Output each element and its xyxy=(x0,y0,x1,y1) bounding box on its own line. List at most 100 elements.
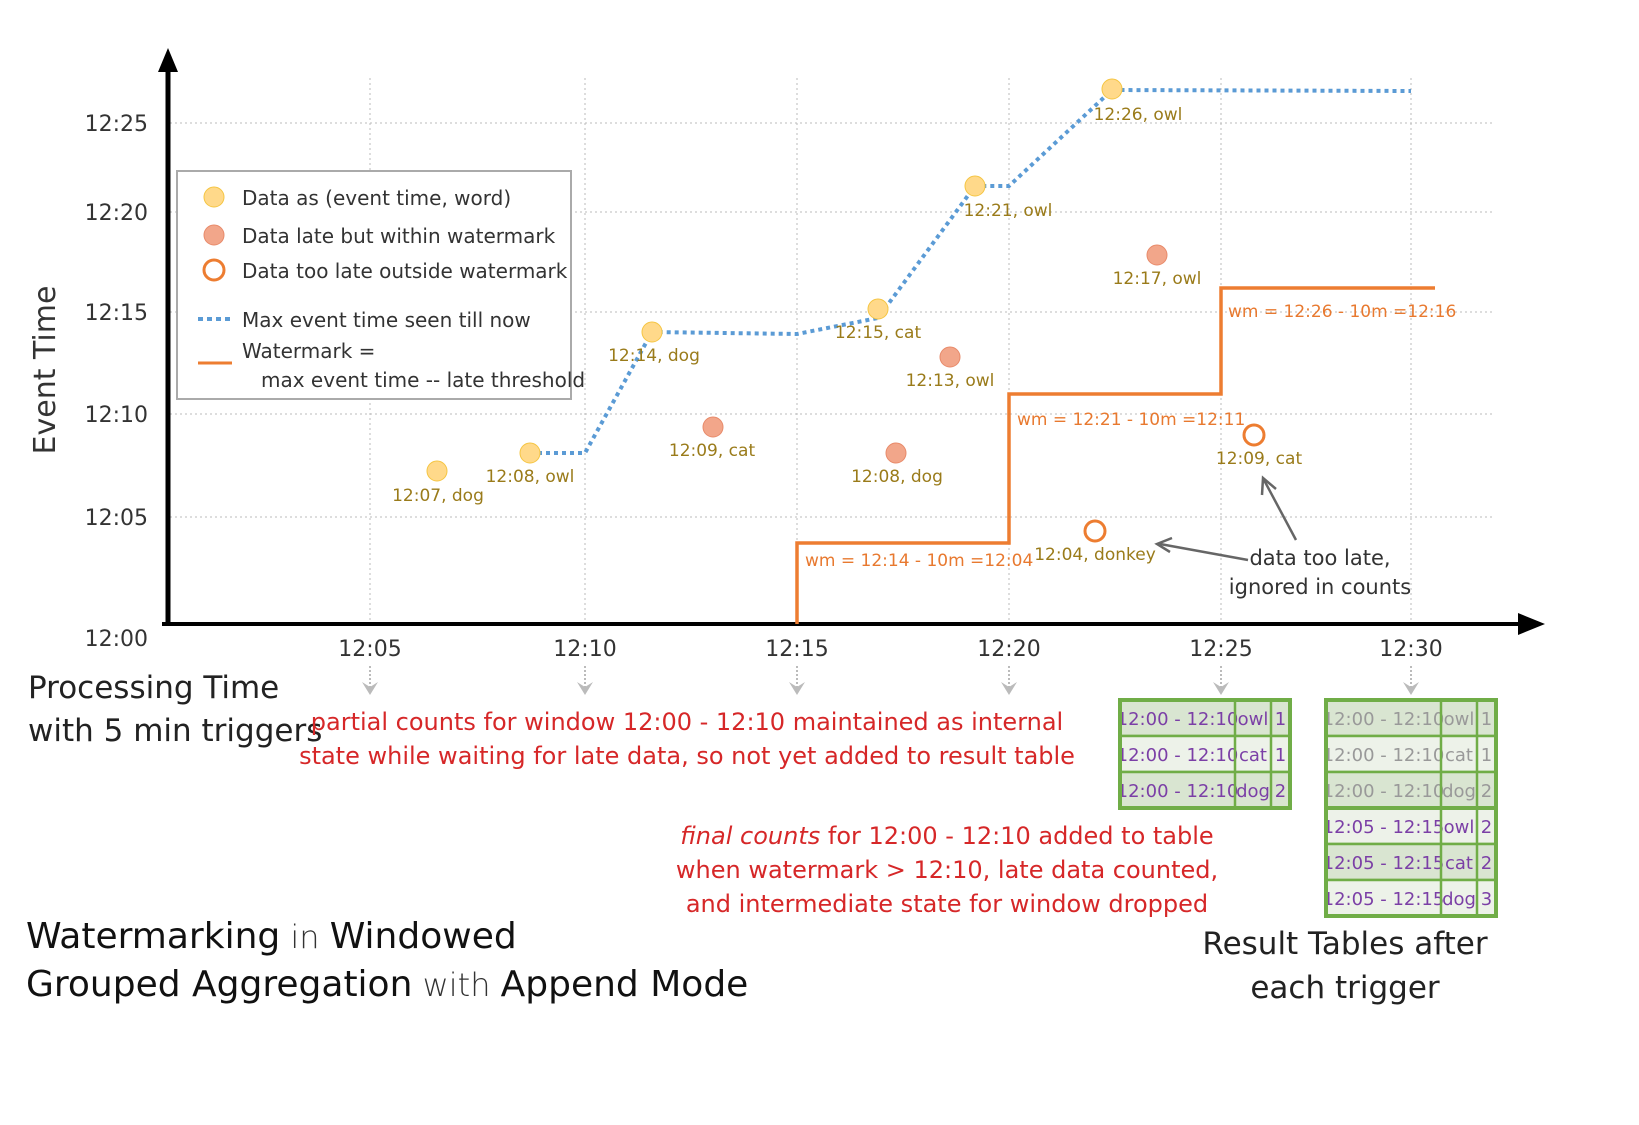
watermark-label: wm = 12:14 - 10m =12:04 xyxy=(805,551,1033,571)
legend-label: max event time -- late threshold xyxy=(261,368,585,392)
data-point-on-time xyxy=(519,442,541,464)
y-tick-label: 12:10 xyxy=(85,403,148,428)
trigger-arrowhead-icon xyxy=(1001,682,1017,695)
data-point-label: 12:09, cat xyxy=(1216,449,1303,469)
title-segment: with xyxy=(412,966,500,1004)
table-row xyxy=(1324,878,1498,918)
y-tick-label: 12:25 xyxy=(85,112,148,137)
tick-labels: 12:05 12:10 12:15 12:20 12:25 12:30 12:00 12:05… xyxy=(85,112,1443,662)
trigger-arrowhead-icon xyxy=(1403,682,1419,695)
legend: Data as (event time, word) Data late but… xyxy=(176,170,585,400)
legend-box xyxy=(176,170,572,400)
data-point-late xyxy=(702,416,724,438)
table-cell: 2 xyxy=(1481,817,1492,838)
data-point-label: 12:26, owl xyxy=(1094,105,1183,125)
x-axis-subtitle: with 5 min triggers xyxy=(28,713,322,749)
data-point-label: 12:07, dog xyxy=(392,486,484,506)
watermark-line xyxy=(795,286,1435,624)
final-counts-note: when watermark > 12:10, late data counte… xyxy=(676,856,1218,884)
partial-counts-note: state while waiting for late data, so no… xyxy=(299,742,1075,770)
diagram-title: Watermarking in Windowed xyxy=(26,916,517,957)
y-axis-title: Event Time xyxy=(28,286,63,455)
table-cell: 1 xyxy=(1275,745,1286,766)
result-tables-caption: Result Tables after xyxy=(1202,926,1487,962)
legend-label: Max event time seen till now xyxy=(242,308,531,332)
data-point-label: 12:15, cat xyxy=(835,323,922,343)
final-counts-note: final counts for 12:00 - 12:10 added to … xyxy=(680,822,1213,850)
y-tick-label: 12:05 xyxy=(85,506,148,531)
table-cell: 2 xyxy=(1275,781,1286,802)
data-point-label: 12:08, owl xyxy=(486,467,575,487)
data-point-label: 12:17, owl xyxy=(1113,269,1202,289)
legend-label: Watermark = xyxy=(242,339,375,363)
table-cell: 12:00 - 12:10 xyxy=(1323,745,1445,766)
trigger-arrowhead-icon xyxy=(1213,682,1229,695)
data-point-on-time xyxy=(1101,78,1123,100)
table-cell: owl xyxy=(1238,709,1269,730)
legend-salmon-circle-icon xyxy=(203,224,225,246)
trigger-arrowhead-icon xyxy=(577,682,593,695)
table-cell: 12:00 - 12:10 xyxy=(1323,781,1445,802)
data-point-label: 12:04, donkey xyxy=(1034,545,1156,565)
table-cell: owl xyxy=(1444,817,1475,838)
legend-label: Data too late outside watermark xyxy=(242,259,568,283)
data-point-on-time xyxy=(964,175,986,197)
watermark-label: wm = 12:21 - 10m =12:11 xyxy=(1017,410,1245,430)
trigger-arrowhead-icon xyxy=(362,682,378,695)
table-cell: 12:00 - 12:10 xyxy=(1117,781,1239,802)
result-tables-caption: each trigger xyxy=(1250,970,1440,1006)
x-tick-label: 12:25 xyxy=(1189,637,1252,662)
table-cell: 1 xyxy=(1481,745,1492,766)
title-segment: Append Mode xyxy=(501,964,749,1005)
y-tick-label: 12:15 xyxy=(85,301,148,326)
table-cell: dog xyxy=(1236,781,1270,802)
title-segment: Watermarking xyxy=(26,916,280,957)
table-cell: 12:00 - 12:10 xyxy=(1323,709,1445,730)
x-tick-label: 12:10 xyxy=(553,637,616,662)
legend-label: Data as (event time, word) xyxy=(242,186,511,210)
too-late-text: ignored in counts xyxy=(1229,575,1411,599)
data-point-on-time xyxy=(867,298,889,320)
legend-yellow-circle-icon xyxy=(203,186,225,208)
title-segment: Windowed xyxy=(330,916,517,957)
data-point-late xyxy=(885,442,907,464)
x-axis-title: Processing Time xyxy=(28,670,279,706)
arrow-to-cat-icon xyxy=(1262,479,1298,541)
table-cell: dog xyxy=(1442,781,1476,802)
watermark-label: wm = 12:26 - 10m =12:16 xyxy=(1228,302,1456,322)
table-cell: 1 xyxy=(1275,709,1286,730)
table-cell: 12:05 - 12:15 xyxy=(1323,853,1445,874)
data-point-too-late xyxy=(1242,423,1266,447)
result-table-1225: 12:00 - 12:10 owl 112:00 - 12:10 cat 112:00 … xyxy=(1117,698,1292,810)
table-cell: cat xyxy=(1239,745,1267,766)
x-tick-label: 12:05 xyxy=(338,637,401,662)
table-row xyxy=(1324,842,1498,882)
table-cell: 12:00 - 12:10 xyxy=(1117,745,1239,766)
table-cell: 2 xyxy=(1481,781,1492,802)
x-axis-arrow-icon xyxy=(1518,613,1545,635)
data-point-late xyxy=(939,346,961,368)
x-tick-label: 12:15 xyxy=(765,637,828,662)
legend-label: Data late but within watermark xyxy=(242,224,556,248)
axes xyxy=(158,48,1545,635)
diagram-title: Grouped Aggregation with Append Mode xyxy=(26,964,748,1005)
result-tables: 12:00 - 12:10 owl 112:00 - 12:10 cat 112:00 … xyxy=(1117,698,1498,918)
table-cell: 12:05 - 12:15 xyxy=(1323,889,1445,910)
table-cell: cat xyxy=(1445,745,1473,766)
data-point-label: 12:14, dog xyxy=(608,346,700,366)
y-tick-label: 12:20 xyxy=(85,201,148,226)
table-cell: owl xyxy=(1444,709,1475,730)
final-counts-note: and intermediate state for window droppe… xyxy=(686,890,1208,918)
max-event-time-line xyxy=(530,87,1412,455)
data-point-on-time xyxy=(426,460,448,482)
final-counts-emphasis: final counts xyxy=(680,822,820,850)
data-point-label: 12:09, cat xyxy=(669,441,756,461)
x-tick-label: 12:30 xyxy=(1379,637,1442,662)
data-point-label: 12:13, owl xyxy=(906,371,995,391)
arrow-to-donkey-icon xyxy=(1159,542,1249,562)
table-cell: 1 xyxy=(1481,709,1492,730)
data-point-late xyxy=(1146,244,1168,266)
title-segment: Grouped Aggregation xyxy=(26,964,412,1005)
too-late-text: data too late, xyxy=(1249,546,1390,570)
